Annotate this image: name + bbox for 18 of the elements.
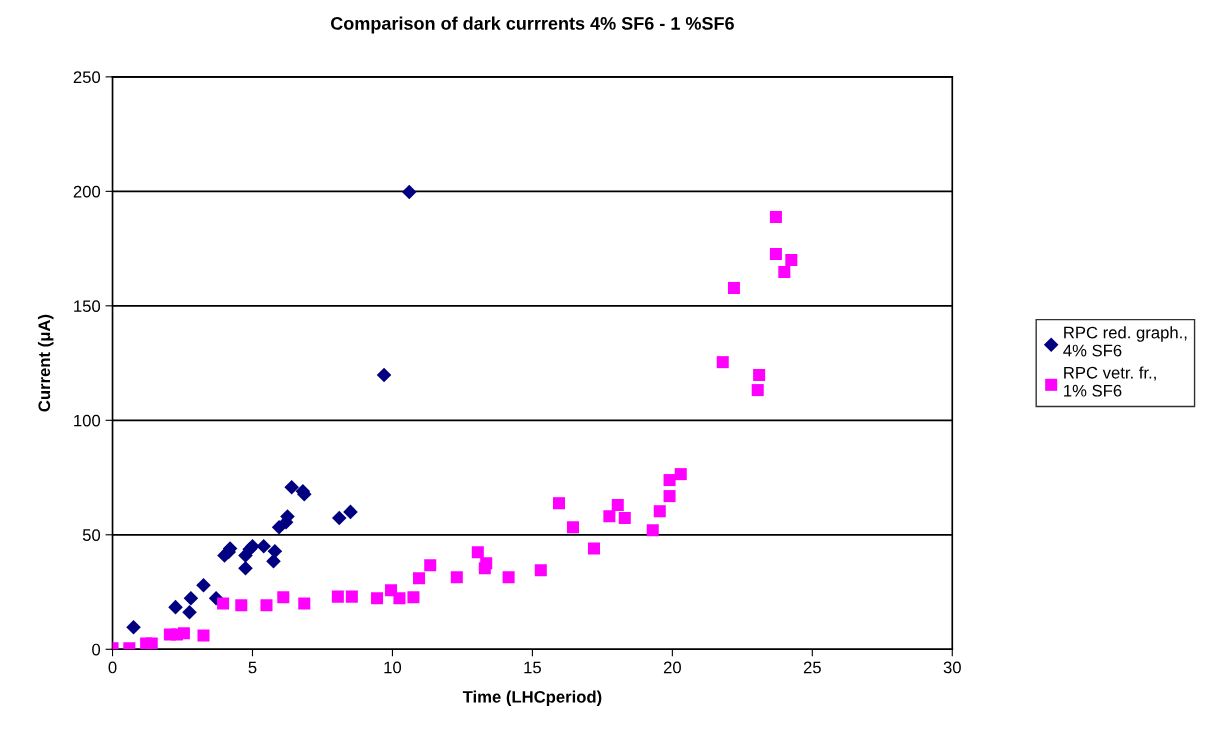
x-tick-label: 10: [384, 661, 402, 674]
y-tick-label: 150: [74, 300, 101, 313]
y-tick-label: 250: [73, 71, 101, 84]
x-tick-label: 30: [943, 661, 961, 674]
legend-label: RPC vetr. fr., 1% SF6: [1064, 366, 1156, 397]
y-tick-label: 0: [92, 643, 101, 656]
y-tick-label: 50: [82, 529, 101, 541]
y-axis-title: Current (μA): [37, 314, 54, 412]
x-axis-title: Time (LHCperiod): [462, 690, 602, 707]
chart-title: Comparison of dark currrents 4% SF6 - 1 %SF6: [330, 16, 734, 34]
x-tick-label: 20: [663, 661, 681, 674]
y-tick-label: 100: [74, 414, 101, 427]
x-tick-label: 5: [248, 661, 257, 674]
y-tick-label: 200: [73, 185, 101, 198]
x-tick-label: 0: [108, 661, 117, 674]
x-tick-label: 15: [524, 661, 541, 674]
legend-label: RPC red. graph., 4% SF6: [1063, 326, 1187, 357]
x-tick-label: 25: [803, 661, 821, 674]
